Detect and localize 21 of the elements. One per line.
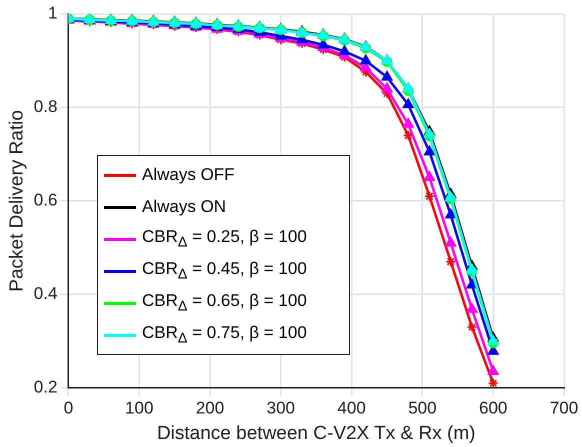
x-tick-label: 400: [337, 398, 366, 418]
x-tick-label: 200: [196, 398, 224, 418]
y-tick-label: 1: [48, 4, 58, 23]
legend-label: Always ON: [142, 197, 226, 217]
y-tick-label: 0.8: [34, 97, 58, 116]
x-tick-label: 700: [550, 398, 578, 418]
y-tick-label: 0.4: [34, 284, 58, 304]
y-tick-label: 0.6: [34, 190, 58, 210]
x-tick-label: 600: [479, 398, 508, 418]
x-tick-label: 500: [408, 398, 437, 418]
legend-label: Always OFF: [142, 165, 235, 185]
legend-label: CBR$_{Δ}$ = 0.45, β = 100: [142, 259, 307, 283]
x-tick-label: 300: [266, 398, 296, 418]
y-tick-label: 0.2: [34, 377, 58, 396]
legend-label: CBR$_{Δ}$ = 0.65, β = 100: [142, 291, 307, 315]
y-axis-title: Packet Delivery Ratio: [6, 110, 28, 292]
legend-label: CBR$_{Δ}$ = 0.75, β = 100: [142, 323, 307, 347]
legend-label: CBR$_{Δ}$ = 0.25, β = 100: [142, 227, 307, 251]
x-tick-label: 0: [64, 398, 74, 418]
x-axis-title: Distance between C-V2X Tx & Rx (m): [156, 422, 476, 444]
x-tick-label: 100: [125, 398, 154, 418]
